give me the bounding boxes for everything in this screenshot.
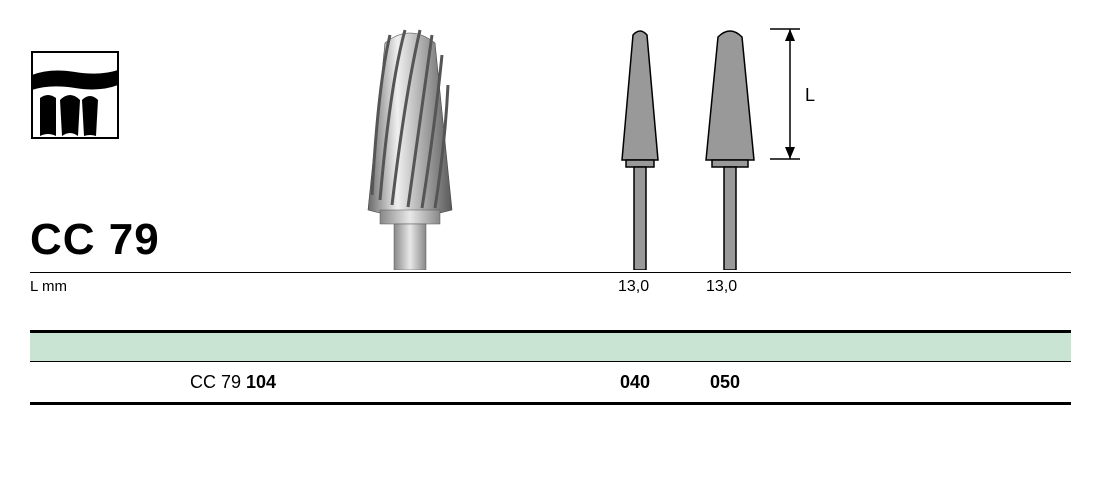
length-value-050: 13,0 xyxy=(706,278,737,296)
application-icon xyxy=(30,50,120,140)
bur-photo xyxy=(350,25,470,270)
bur-silhouette-050 xyxy=(690,25,770,270)
dimension-indicator: L xyxy=(770,25,830,165)
product-code-prefix: CC 79 xyxy=(190,372,246,392)
green-bar xyxy=(30,333,1071,361)
section-bottom-rule xyxy=(30,402,1071,405)
dimension-label: L xyxy=(805,85,815,105)
product-title: CC 79 xyxy=(30,215,160,265)
subtitle-label: L mm xyxy=(30,278,67,295)
product-code-bold: 104 xyxy=(246,372,276,392)
bur-silhouette-040 xyxy=(600,25,680,270)
length-value-040: 13,0 xyxy=(618,278,649,296)
title-divider xyxy=(30,272,1071,273)
size-040: 040 xyxy=(620,372,650,393)
size-050: 050 xyxy=(710,372,740,393)
product-code: CC 79 104 xyxy=(190,372,276,393)
